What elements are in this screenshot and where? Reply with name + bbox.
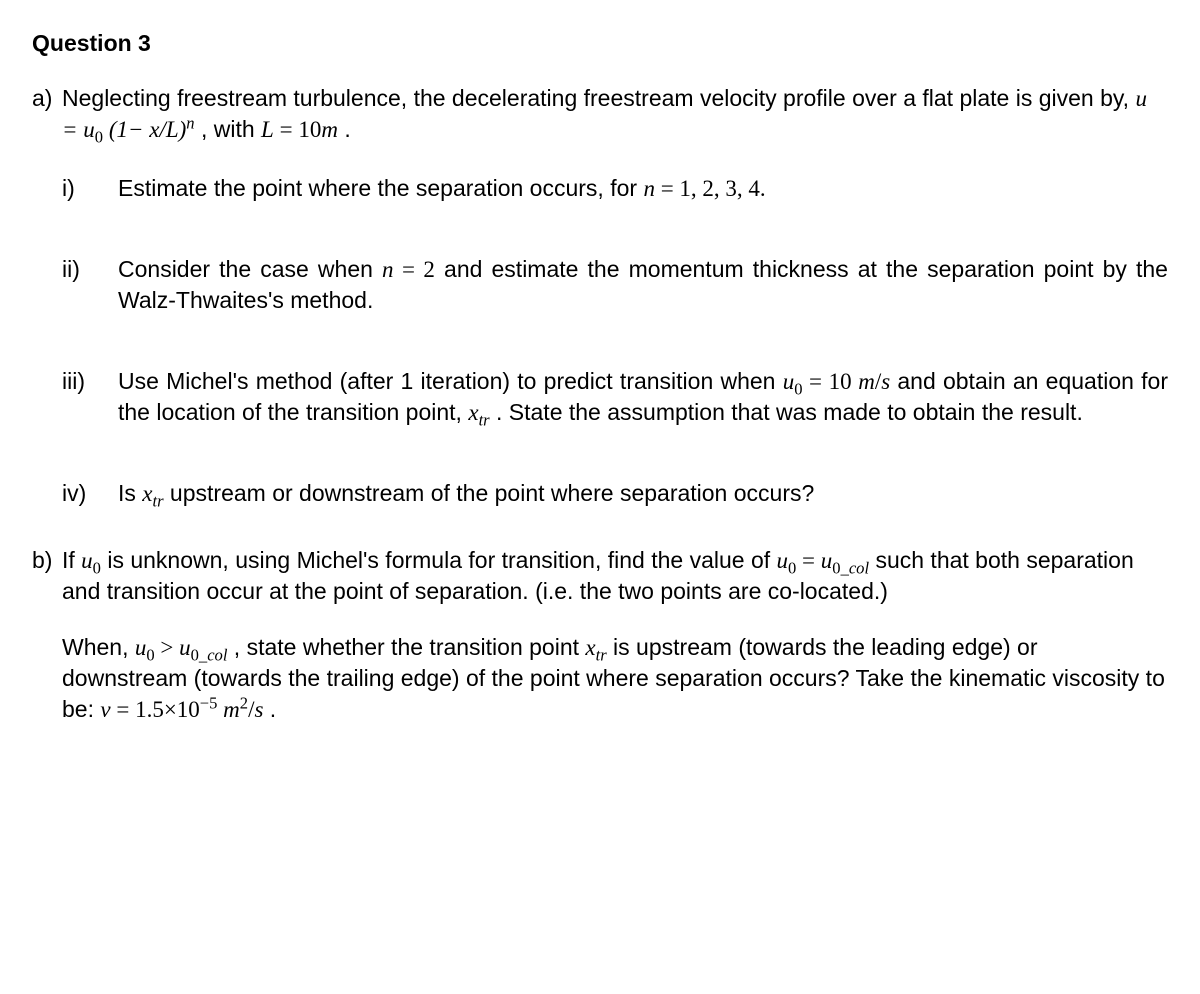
eq2-lhs: L xyxy=(261,117,274,142)
b-p2-end: . xyxy=(263,696,276,722)
xtr-sub4: tr xyxy=(153,492,164,511)
part-a-label: a) xyxy=(32,83,62,145)
eq1-sup: n xyxy=(186,113,194,132)
equation-L: L = 10m xyxy=(261,117,338,142)
part-a: a) Neglecting freestream turbulence, the… xyxy=(32,83,1168,509)
part-b-body: If u0 is unknown, using Michel's formula… xyxy=(62,545,1168,724)
b-nu-lhs: ν xyxy=(100,697,110,722)
sub-iv-post: upstream or downstream of the point wher… xyxy=(164,480,815,506)
subpart-iii: iii) Use Michel's method (after 1 iterat… xyxy=(32,366,1168,428)
sub-iii-eq1-lhs: u xyxy=(783,369,795,394)
b-ineq-lhs: u xyxy=(135,635,147,660)
sub-iv-xtr: xtr xyxy=(142,481,163,506)
part-b-para1: If u0 is unknown, using Michel's formula… xyxy=(62,545,1168,607)
b-p1-pre: If xyxy=(62,547,81,573)
b-eq: u0 = u0_col xyxy=(777,548,870,573)
part-a-body: Neglecting freestream turbulence, the de… xyxy=(62,83,1168,145)
b-nu-exp: −5 xyxy=(200,693,218,712)
b-u0-sub: 0 xyxy=(93,559,101,578)
b-xtr: xtr xyxy=(585,635,606,660)
subpart-iv: iv) Is xtr upstream or downstream of the… xyxy=(32,478,1168,509)
b-nu-unit: m xyxy=(217,697,239,722)
b-p2-mid1: , state whether the transition point xyxy=(227,634,585,660)
b-u0: u0 xyxy=(81,548,101,573)
sub-iii-xtr: xtr xyxy=(468,400,489,425)
intro-mid: , with xyxy=(195,116,261,142)
sub-iii-pre: Use Michel's method (after 1 iteration) … xyxy=(118,368,783,394)
subpart-i: i) Estimate the point where the separati… xyxy=(32,173,1168,204)
b-p2-pre: When, xyxy=(62,634,135,660)
xtr-x4: x xyxy=(142,481,152,506)
sub-ii-eq: n = 2 xyxy=(382,257,435,282)
eq1-mid: (1− x/L) xyxy=(103,117,186,142)
question-title: Question 3 xyxy=(32,28,1168,59)
subpart-ii: ii) Consider the case when n = 2 and est… xyxy=(32,254,1168,316)
b-p1-mid1: is unknown, using Michel's formula for t… xyxy=(101,547,777,573)
subpart-ii-body: Consider the case when n = 2 and estimat… xyxy=(118,254,1168,316)
sub-i-eq: n = 1, 2, 3, 4. xyxy=(643,176,765,201)
xtr-x: x xyxy=(468,400,478,425)
b-nu-unit-post: /s xyxy=(248,697,263,722)
subpart-i-label: i) xyxy=(62,173,118,204)
part-a-intro: a) Neglecting freestream turbulence, the… xyxy=(32,83,1168,145)
b-eq-rhs-sub: 0_col xyxy=(832,559,869,578)
subpart-iv-label: iv) xyxy=(62,478,118,509)
b-nu: ν = 1.5×10−5 m2/s xyxy=(100,697,263,722)
subpart-i-body: Estimate the point where the separation … xyxy=(118,173,1168,204)
eq2-rhs: = 10m xyxy=(274,117,338,142)
sub-i-pre: Estimate the point where the separation … xyxy=(118,175,643,201)
b-u0-u: u xyxy=(81,548,93,573)
sub-iii-eq1: u0 = 10 m/s xyxy=(783,369,890,394)
b-ineq-op: > u xyxy=(155,635,191,660)
part-b: b) If u0 is unknown, using Michel's form… xyxy=(32,545,1168,724)
b-ineq: u0 > u0_col xyxy=(135,635,228,660)
subpart-iv-body: Is xtr upstream or downstream of the poi… xyxy=(118,478,1168,509)
b-nu-rhs: = 1.5×10 xyxy=(111,697,200,722)
eq1-sub: 0 xyxy=(95,128,103,147)
b-eq-lhs: u xyxy=(777,548,789,573)
intro-end: . xyxy=(338,116,351,142)
subpart-iii-body: Use Michel's method (after 1 iteration) … xyxy=(118,366,1168,428)
b-ineq-lhs-sub: 0 xyxy=(146,645,154,664)
b-xtr-sub: tr xyxy=(596,645,607,664)
sub-iii-eq1-rhs: = 10 m/s xyxy=(802,369,890,394)
part-b-para2: When, u0 > u0_col , state whether the tr… xyxy=(62,632,1168,725)
subpart-ii-label: ii) xyxy=(62,254,118,316)
part-b-label: b) xyxy=(32,545,62,724)
xtr-sub: tr xyxy=(479,411,490,430)
intro-text-pre: Neglecting freestream turbulence, the de… xyxy=(62,85,1135,111)
b-nu-unit-exp: 2 xyxy=(240,693,248,712)
subpart-iii-label: iii) xyxy=(62,366,118,428)
sub-ii-pre: Consider the case when xyxy=(118,256,382,282)
sub-iii-mid2: . State the assumption that was made to … xyxy=(490,399,1083,425)
b-xtr-x: x xyxy=(585,635,595,660)
b-ineq-rhs-sub: 0_col xyxy=(191,645,228,664)
sub-iv-pre: Is xyxy=(118,480,142,506)
b-eq-mid: = u xyxy=(796,548,832,573)
